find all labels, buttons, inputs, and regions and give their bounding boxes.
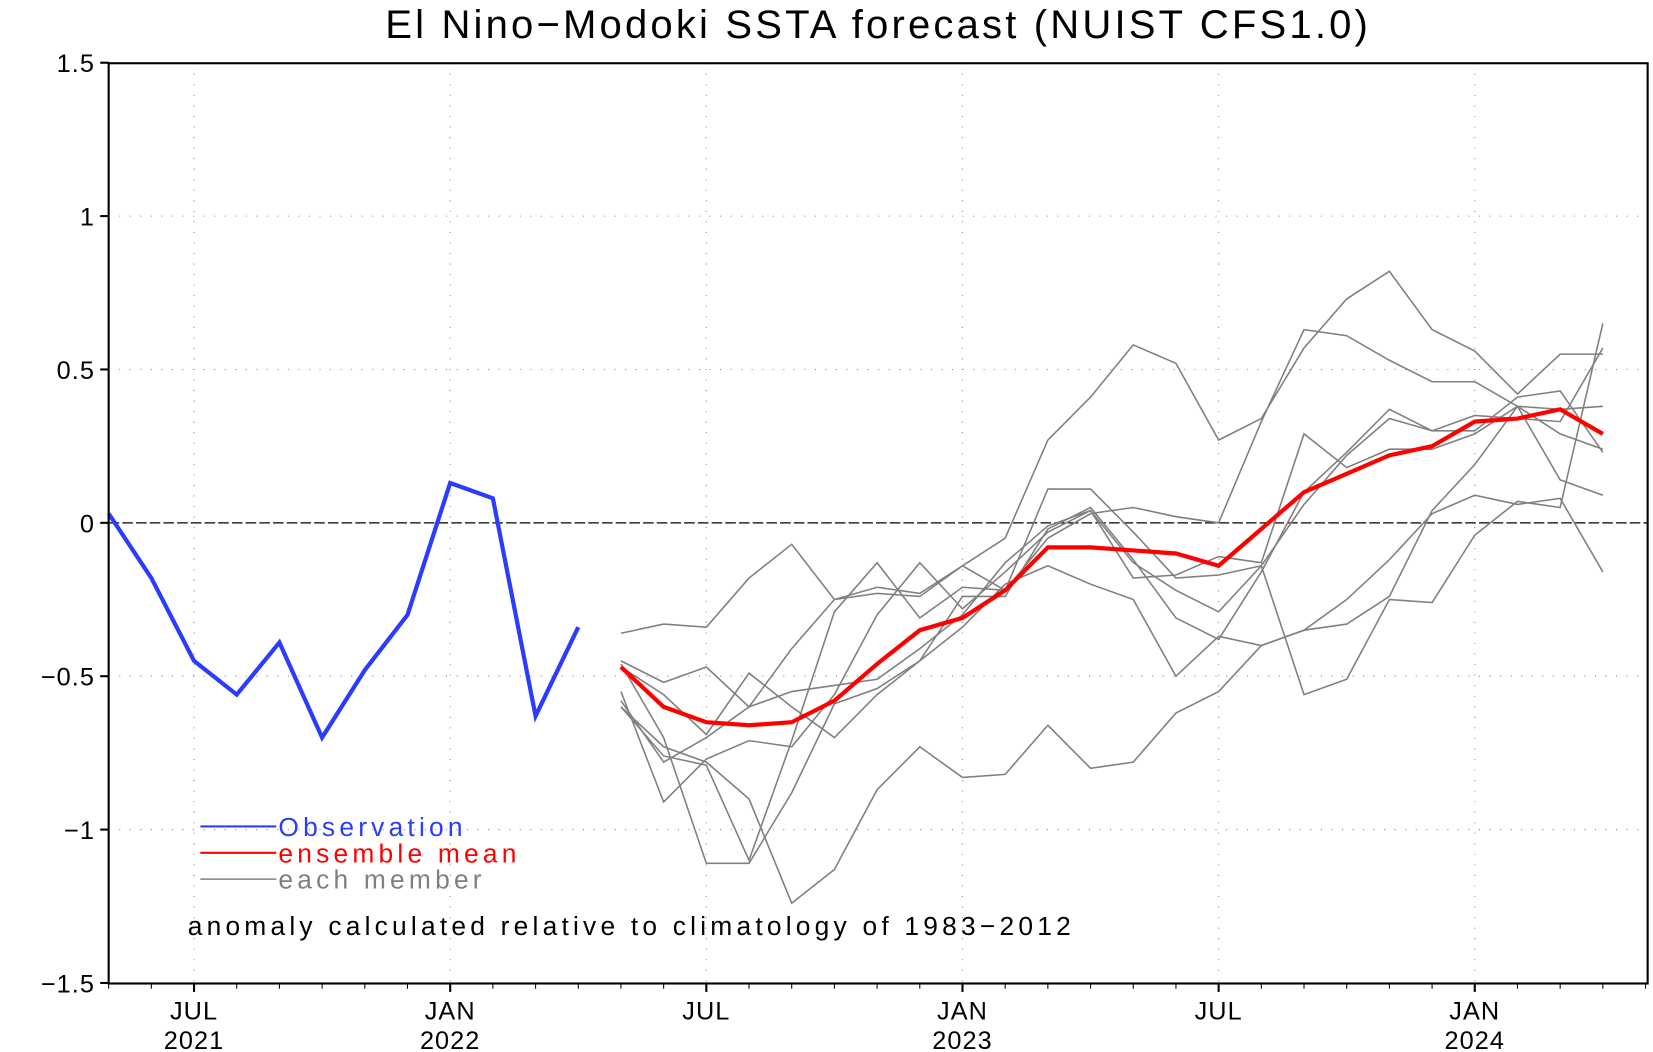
chart-title: El Nino−Modoki SSTA forecast (NUIST CFS1… <box>385 3 1371 47</box>
y-tick-label: 0 <box>80 510 95 538</box>
member-line-3 <box>620 390 1604 739</box>
y-axis: 1.5 1 0.5 0 −0.5 −1 −1.5 <box>41 50 109 998</box>
x-tick-year-label: 2022 <box>420 1027 480 1052</box>
member-lines <box>620 270 1604 905</box>
x-tick-label: JUL <box>1195 997 1243 1025</box>
y-tick-label: −0.5 <box>41 664 95 692</box>
member-line-2 <box>620 270 1603 709</box>
x-tick-year-label: 2024 <box>1445 1027 1505 1052</box>
member-line-6 <box>620 323 1604 863</box>
member-line-5 <box>620 347 1604 804</box>
y-tick-label: 1.5 <box>57 50 95 78</box>
annotation: anomaly calculated relative to climatolo… <box>188 911 1075 941</box>
member-line-7 <box>620 404 1604 865</box>
member-line-4 <box>620 405 1603 764</box>
observation-line <box>106 480 581 743</box>
series-lines <box>106 407 1604 743</box>
y-tick-label: −1.5 <box>41 970 95 998</box>
ensemble-mean-line <box>619 407 1604 728</box>
legend-label-member: each member <box>278 865 485 895</box>
x-tick-year-label: 2021 <box>164 1027 224 1052</box>
legend: Observation ensemble mean each member <box>200 812 520 895</box>
legend-label-ensemble-mean: ensemble mean <box>278 838 520 868</box>
x-tick-label: JUL <box>170 997 218 1025</box>
x-tick-label: JUL <box>682 997 730 1025</box>
y-tick-label: 1 <box>80 204 95 232</box>
member-line-1 <box>620 328 1604 635</box>
x-tick-label: JAN <box>425 997 476 1025</box>
member-line-8 <box>620 494 1604 905</box>
grid <box>108 63 1648 984</box>
legend-label-observation: Observation <box>278 812 466 842</box>
y-tick-label: 0.5 <box>57 357 95 385</box>
x-tick-year-label: 2023 <box>932 1027 992 1052</box>
x-tick-label: JAN <box>937 997 988 1025</box>
y-tick-label: −1 <box>64 817 95 845</box>
x-tick-label: JAN <box>1449 997 1500 1025</box>
